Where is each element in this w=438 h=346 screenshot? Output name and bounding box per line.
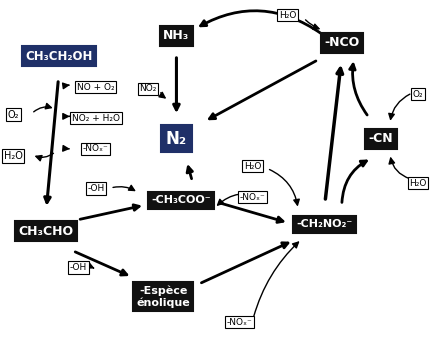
Text: O₂: O₂ bbox=[412, 90, 422, 99]
Text: H₂O: H₂O bbox=[408, 179, 426, 188]
Text: H₂O: H₂O bbox=[278, 11, 296, 20]
Text: N₂: N₂ bbox=[166, 130, 187, 148]
Text: O₂: O₂ bbox=[7, 110, 19, 120]
Text: CH₃CH₂OH: CH₃CH₂OH bbox=[25, 50, 92, 63]
Text: -NOₓ⁻: -NOₓ⁻ bbox=[239, 192, 265, 201]
Text: -NOₓ⁻: -NOₓ⁻ bbox=[83, 145, 109, 154]
Text: -NOₓ⁻: -NOₓ⁻ bbox=[226, 318, 252, 327]
Text: H₂O: H₂O bbox=[4, 151, 23, 161]
Text: -CH₂NO₂⁻: -CH₂NO₂⁻ bbox=[296, 219, 352, 229]
Text: -CH₃COO⁻: -CH₃COO⁻ bbox=[151, 195, 210, 206]
Text: -OH: -OH bbox=[70, 263, 87, 272]
Text: CH₃CHO: CH₃CHO bbox=[18, 225, 73, 238]
Text: NH₃: NH₃ bbox=[163, 29, 189, 42]
Text: NO + O₂: NO + O₂ bbox=[77, 83, 114, 92]
Text: H₂O: H₂O bbox=[244, 162, 261, 171]
Text: NO₂: NO₂ bbox=[139, 84, 156, 93]
Text: -CN: -CN bbox=[368, 132, 392, 145]
Text: -NCO: -NCO bbox=[324, 36, 359, 49]
Text: -OH: -OH bbox=[87, 184, 104, 193]
Text: NO₂ + H₂O: NO₂ + H₂O bbox=[72, 113, 120, 122]
Text: -Espèce
énolique: -Espèce énolique bbox=[136, 285, 190, 308]
